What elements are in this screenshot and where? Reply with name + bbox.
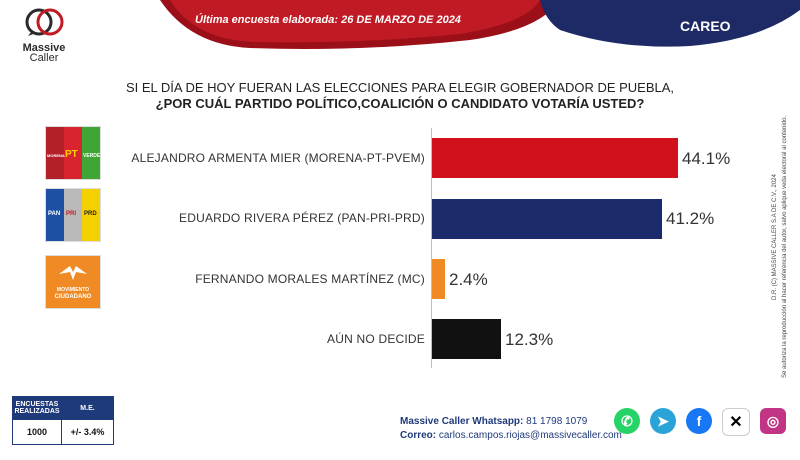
- whatsapp-number[interactable]: 81 1798 1079: [526, 416, 588, 427]
- bar-rivera: [432, 199, 662, 239]
- pan-pri-prd-logo: PAN PRI PRD: [45, 188, 101, 242]
- telegram-icon[interactable]: ➤: [650, 408, 676, 434]
- whatsapp-icon[interactable]: ✆: [614, 408, 640, 434]
- morena-label: MORENA: [47, 153, 65, 158]
- x-icon[interactable]: ✕: [722, 408, 750, 436]
- value-label: 41.2%: [666, 209, 715, 228]
- stats-margin-value: +/- 3.4%: [61, 419, 114, 445]
- verde-label: VERDE: [83, 153, 101, 159]
- category-label: AÚN NO DECIDE: [327, 332, 425, 346]
- stats-header-margin: M.E.: [61, 396, 114, 420]
- category-label: ALEJANDRO ARMENTA MIER (MORENA-PT-PVEM): [131, 151, 425, 165]
- contact-whatsapp: Massive Caller Whatsapp: 81 1798 1079: [400, 416, 587, 427]
- question-line1: SI EL DÍA DE HOY FUERAN LAS ELECCIONES P…: [125, 80, 675, 95]
- stats-header-surveys: ENCUESTAS REALIZADAS: [12, 396, 62, 420]
- question-line2: ¿POR CUÁL PARTIDO POLÍTICO,COALICIÓN O C…: [155, 96, 645, 111]
- eagle-icon: [59, 266, 87, 280]
- facebook-icon[interactable]: f: [686, 408, 712, 434]
- bar-morales: [432, 259, 445, 299]
- mc-logo: MOVIMIENTO CIUDADANO: [45, 255, 101, 309]
- chart-axis-line: [431, 128, 432, 368]
- morena-pt-pvem-logo: PT VERDE MORENA: [45, 126, 101, 180]
- email-label: Correo:: [400, 430, 437, 441]
- pt-label: PT: [65, 149, 78, 160]
- whatsapp-label: Massive Caller Whatsapp:: [400, 416, 524, 427]
- category-label: EDUARDO RIVERA PÉREZ (PAN-PRI-PRD): [179, 211, 425, 225]
- category-label: FERNANDO MORALES MARTÍNEZ (MC): [195, 272, 425, 286]
- brand-name-line2: Caller: [29, 52, 59, 64]
- bar-no-decide: [432, 319, 501, 359]
- pan-label: PAN: [48, 211, 61, 217]
- mc-label-line2: CIUDADANO: [54, 294, 92, 300]
- stats-table: ENCUESTAS REALIZADAS M.E. 1000 +/- 3.4%: [12, 396, 114, 445]
- mc-label-line1: MOVIMIENTO: [56, 287, 90, 293]
- stats-surveys-value: 1000: [12, 419, 62, 445]
- contact-email: Correo: carlos.campos.riojas@massivecall…: [400, 430, 622, 441]
- value-label: 12.3%: [505, 330, 554, 349]
- brand-name-line1: Massive: [22, 42, 66, 54]
- copyright-line1: D.R. (C) MASSIVE CALLER S.A DE C.V., 202…: [772, 174, 778, 300]
- value-label: 2.4%: [449, 270, 488, 289]
- email-address[interactable]: carlos.campos.riojas@massivecaller.com: [438, 430, 622, 441]
- brand-logo: Massive Caller: [14, 6, 74, 64]
- top-banner-shapes: [0, 0, 800, 49]
- pri-label: PRI: [66, 211, 77, 217]
- survey-date-label: Última encuesta elaborada: 26 DE MARZO D…: [195, 14, 461, 26]
- bar-armenta: [432, 138, 678, 178]
- copyright-line2: Se autoriza la reproducción al hacer ref…: [782, 115, 788, 378]
- chat-bubble-logo-icon: [25, 8, 64, 36]
- value-label: 44.1%: [682, 149, 731, 168]
- prd-label: PRD: [84, 211, 97, 217]
- instagram-icon[interactable]: ◎: [760, 408, 786, 434]
- section-title: CAREO: [680, 18, 731, 34]
- social-icons: ✆ ➤ f ✕ ◎: [614, 408, 786, 436]
